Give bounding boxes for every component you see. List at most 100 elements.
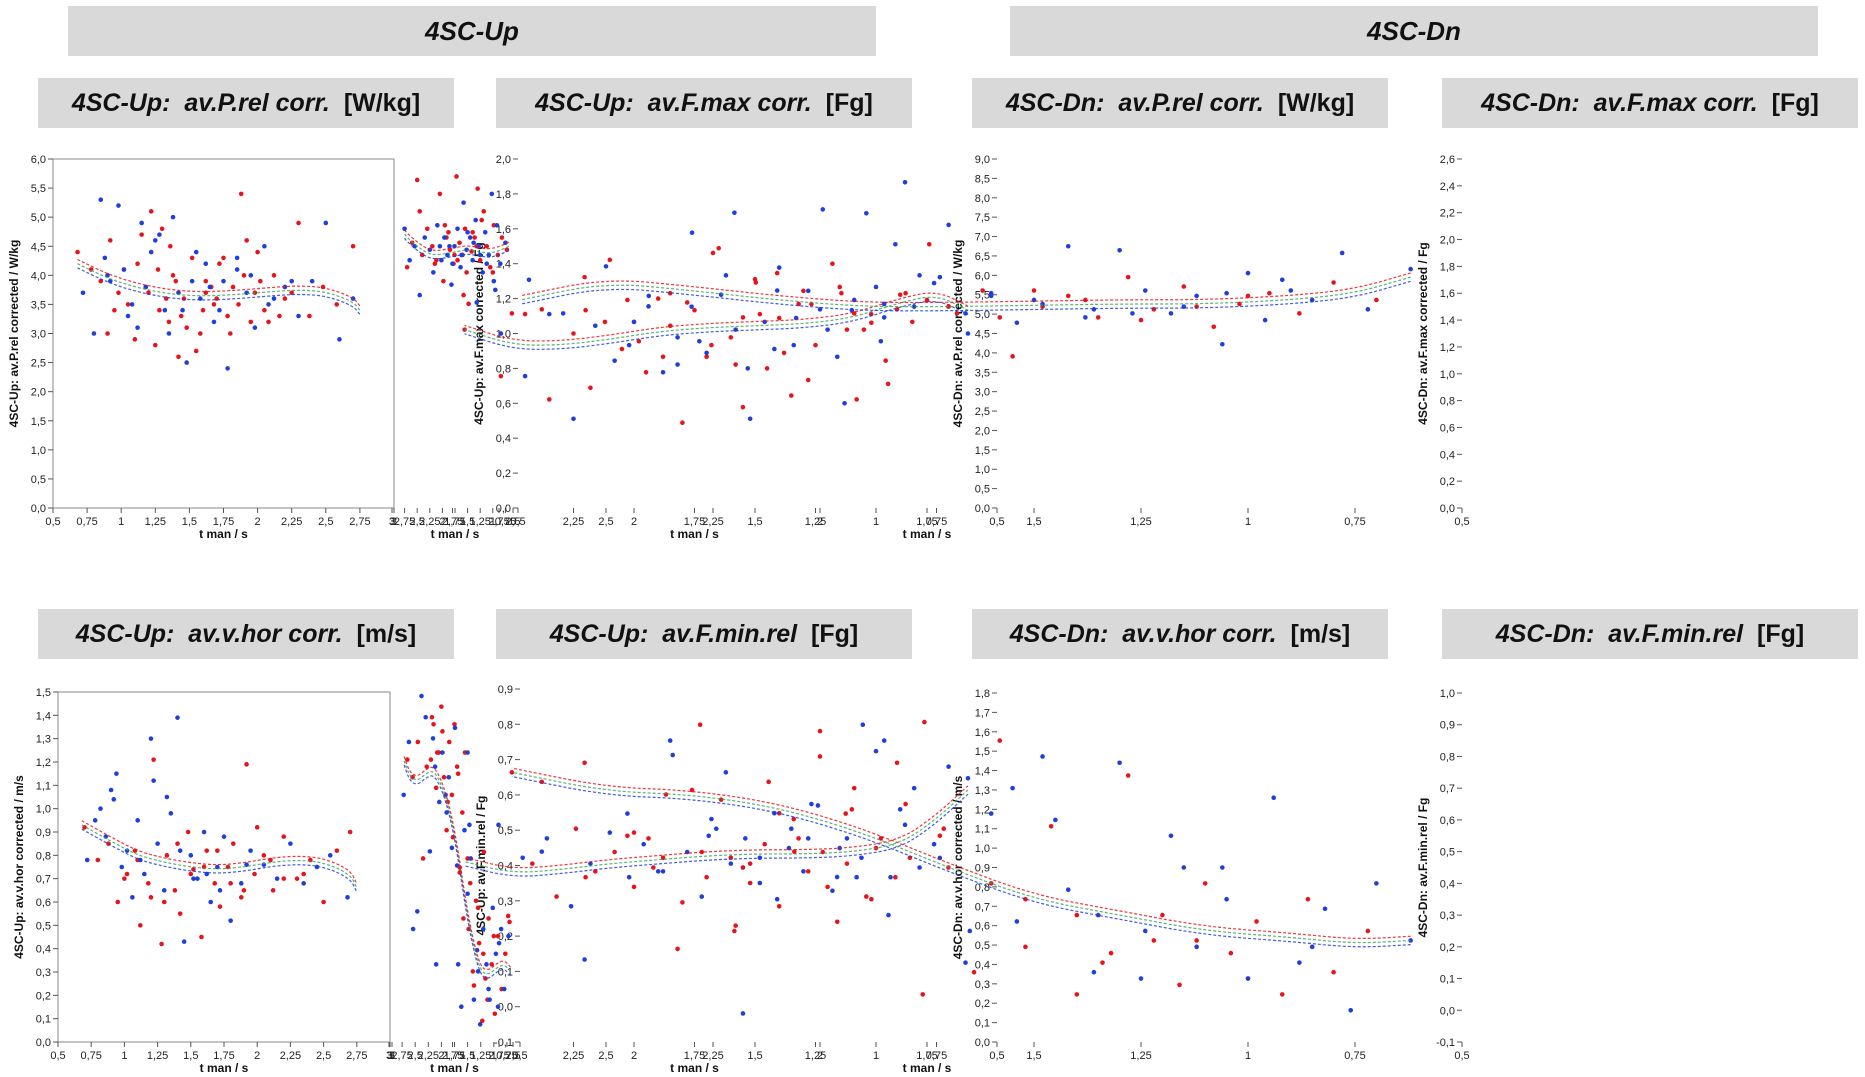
- data-point-blue: [1010, 785, 1015, 791]
- data-point-red: [230, 284, 236, 290]
- data-point-red: [588, 385, 593, 391]
- data-point-red: [547, 397, 552, 402]
- x-tick-label: 0,75: [1344, 1050, 1365, 1062]
- data-point-blue: [772, 346, 777, 352]
- x-tick-label: 1: [118, 516, 124, 528]
- x-tick-label: 2: [631, 1050, 637, 1062]
- data-point-blue: [296, 313, 301, 319]
- data-point-blue: [1130, 311, 1135, 316]
- y-tick-label: 0,0: [1440, 1005, 1455, 1017]
- data-point-blue: [119, 864, 125, 870]
- data-point-blue: [571, 416, 576, 422]
- y-tick-label: 0,5: [36, 920, 51, 932]
- data-point-red: [492, 1011, 498, 1017]
- data-point-red: [554, 894, 559, 899]
- x-tick-label: 1,5: [747, 1050, 762, 1062]
- data-point-red: [476, 940, 482, 946]
- data-point-red: [481, 849, 487, 855]
- data-point-red: [454, 174, 459, 179]
- y-tick-label: 0,6: [1440, 815, 1455, 827]
- data-point-red: [457, 240, 462, 246]
- data-point-red: [1074, 912, 1080, 918]
- data-point-blue: [1014, 320, 1020, 326]
- panel-title-text: 4SC-Dn: av.v.hor corr.: [1009, 619, 1277, 648]
- trend-line: [464, 300, 969, 350]
- data-point-blue: [893, 242, 898, 247]
- data-point-red: [851, 785, 857, 791]
- x-tick-label: 2,5: [505, 1050, 520, 1062]
- panel-title-unit: [Fg]: [1771, 88, 1819, 117]
- x-tick-label: 0,75: [926, 516, 947, 528]
- data-point-red: [433, 785, 439, 791]
- y-tick-label: 0,0: [31, 503, 46, 515]
- y-tick-label: 0,0: [975, 503, 990, 515]
- data-point-blue: [805, 836, 811, 841]
- x-tick-label: 1,5: [460, 1050, 475, 1062]
- data-point-red: [1023, 944, 1028, 950]
- data-point-red: [732, 928, 737, 934]
- y-tick-label: 0,6: [498, 790, 513, 802]
- y-tick-label: 0,7: [498, 755, 513, 767]
- data-point-blue: [1168, 833, 1174, 839]
- x-tick-label: 0,5: [512, 1050, 527, 1062]
- data-point-red: [301, 871, 306, 877]
- y-tick-label: 1,8: [975, 688, 990, 700]
- data-point-red: [825, 884, 830, 890]
- data-point-red: [116, 290, 121, 296]
- y-tick-label: 5,0: [975, 309, 990, 321]
- data-point-red: [663, 792, 669, 797]
- data-point-blue: [217, 888, 223, 893]
- data-point-blue: [266, 302, 271, 307]
- data-point-blue: [495, 1004, 501, 1009]
- data-point-red: [491, 933, 497, 939]
- data-point-red: [347, 829, 353, 835]
- data-point-red: [191, 867, 196, 872]
- data-point-blue: [465, 891, 470, 897]
- data-point-blue: [452, 725, 458, 731]
- banner-4sc-dn: 4SC-Dn: [1010, 6, 1818, 56]
- data-point-red: [507, 919, 512, 925]
- y-axis-label: 4SC-Dn: av.F.max corrected / Fg: [1416, 242, 1430, 425]
- data-point-blue: [740, 1011, 746, 1016]
- data-point-blue: [437, 243, 443, 249]
- data-point-blue: [225, 366, 230, 371]
- data-point-blue: [482, 229, 488, 235]
- panel-title: 4SC-Up: av.v.hor corr. [m/s]: [38, 609, 454, 659]
- data-point-red: [221, 255, 226, 261]
- data-point-red: [868, 311, 874, 317]
- data-point-red: [926, 242, 932, 247]
- data-point-red: [461, 916, 466, 921]
- y-tick-label: 2,0: [496, 154, 511, 166]
- data-point-red: [530, 861, 535, 866]
- data-point-red: [791, 816, 797, 822]
- data-point-red: [869, 896, 874, 902]
- data-point-blue: [477, 1022, 483, 1027]
- x-axis-label: t man / s: [903, 1061, 952, 1075]
- data-point-blue: [842, 401, 847, 406]
- x-tick-label: 2,25: [281, 516, 302, 528]
- data-point-red: [230, 841, 236, 846]
- x-tick-label: 2,25: [702, 1050, 723, 1062]
- data-point-red: [1108, 950, 1114, 956]
- data-point-red: [466, 301, 471, 307]
- data-point-red: [692, 307, 697, 313]
- y-tick-label: 0,6: [1440, 422, 1455, 434]
- data-point-blue: [967, 928, 973, 934]
- data-point-blue: [153, 238, 158, 243]
- data-point-red: [680, 900, 685, 905]
- y-tick-label: 0,9: [975, 863, 990, 875]
- x-tick-label: 0,75: [76, 516, 97, 528]
- data-point-blue: [830, 888, 835, 894]
- y-tick-label: 0,0: [1440, 503, 1455, 515]
- data-point-blue: [450, 261, 455, 267]
- data-point-red: [753, 280, 759, 285]
- data-point-red: [434, 750, 440, 755]
- y-tick-label: 2,4: [1440, 181, 1455, 193]
- data-point-red: [321, 899, 326, 905]
- data-point-blue: [125, 313, 131, 319]
- data-point-blue: [157, 232, 162, 237]
- data-point-red: [817, 754, 823, 759]
